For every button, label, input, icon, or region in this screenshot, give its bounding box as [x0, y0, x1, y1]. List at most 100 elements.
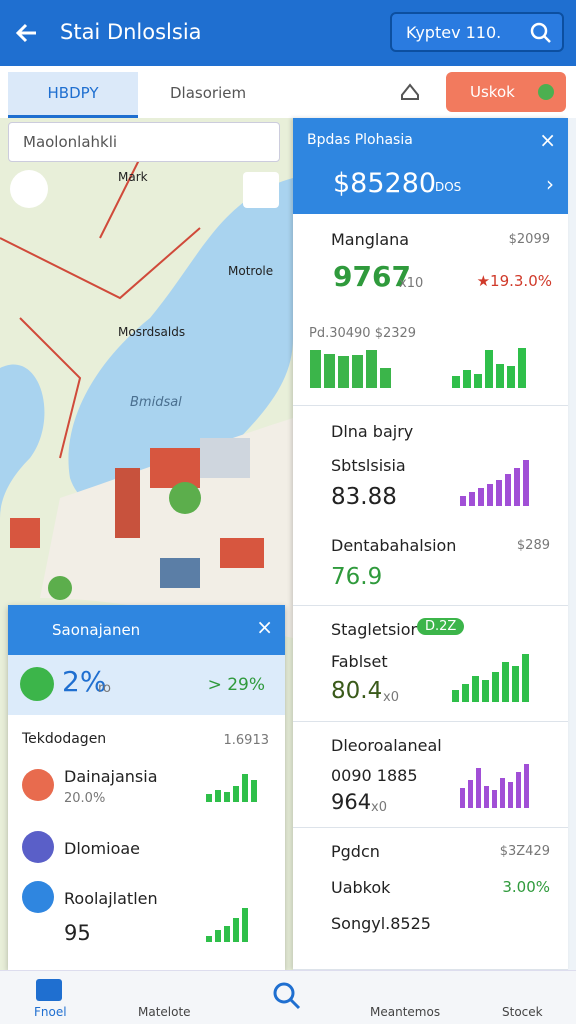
spark-bar	[502, 662, 509, 702]
card-value: 80.4	[331, 678, 383, 704]
item-sub: 95	[64, 921, 91, 945]
bottom-nav: Fnoel Matelote Meantemos Stocek	[0, 970, 576, 1024]
overlay-header: Saonajanen ×	[8, 605, 285, 655]
spark-bar	[492, 672, 499, 702]
card-title: Manglana	[331, 230, 410, 249]
spark-bar	[352, 355, 363, 388]
nav-item[interactable]: Meantemos	[370, 1005, 441, 1019]
spark-bar	[380, 368, 391, 388]
map	[0, 118, 293, 970]
title: Stai Dnloslsia	[60, 20, 202, 44]
overlay-suffix: ro	[98, 681, 112, 696]
spark-bar	[514, 468, 520, 506]
nav-item[interactable]: Stocek	[502, 1005, 543, 1019]
card-right: $3Z429	[499, 844, 550, 859]
spark-bar	[469, 492, 475, 506]
spark-bar	[463, 370, 471, 388]
gear-icon	[538, 84, 554, 100]
card-value: 9767	[333, 260, 411, 293]
search-text: Kyptev 110.	[406, 23, 502, 42]
spark-bar	[476, 768, 481, 808]
search-icon	[530, 22, 551, 43]
spark-bar	[224, 926, 230, 942]
section-right: 1.6913	[223, 733, 270, 748]
close-icon[interactable]: ×	[539, 128, 556, 152]
spark-bar	[507, 366, 515, 388]
spark-bar	[474, 374, 482, 388]
card: Dleoroalaneal 0090 1885 964 x0	[293, 722, 568, 828]
close-icon[interactable]: ×	[256, 615, 273, 639]
overlay-title: Saonajanen	[52, 621, 141, 639]
home-icon	[36, 979, 62, 1001]
spark-bar	[522, 654, 529, 702]
spark-bar	[478, 488, 484, 506]
spark-bar	[452, 690, 459, 702]
tab-bar: HBDPY Dlasoriem Uskok	[0, 66, 576, 118]
nav-item[interactable]: Fnoel	[34, 1005, 67, 1019]
card-suffix: x0	[383, 690, 399, 705]
spark-bar	[468, 780, 473, 808]
header: Stai Dnloslsia Kyptev 110.	[0, 0, 576, 66]
unit: DOS	[435, 180, 462, 194]
card-sub: 0090 1885	[331, 766, 418, 785]
tab[interactable]: Dlasoriem	[170, 84, 247, 102]
map-label: Bmidsal	[130, 395, 182, 410]
card-title: Dleoroalaneal	[331, 736, 442, 755]
spark-bar	[516, 772, 521, 808]
button-text: Uskok	[470, 83, 515, 101]
item-title[interactable]: Dainajansia	[64, 767, 158, 786]
spark-bar	[500, 778, 505, 808]
icon	[22, 831, 54, 863]
spark-bar	[233, 918, 239, 942]
card: Stagletsior D.2Z Fablset 80.4 x0	[293, 606, 568, 722]
tab[interactable]: HBDPY	[8, 72, 138, 118]
item-title[interactable]: Dlomioae	[64, 839, 141, 858]
card-title: Stagletsior	[331, 620, 418, 639]
spark-bar	[484, 786, 489, 808]
spark-bar	[206, 794, 212, 802]
action-button[interactable]: Uskok	[446, 72, 566, 112]
search-box[interactable]: Kyptev 110.	[390, 12, 564, 52]
spark-bar	[508, 782, 513, 808]
spark-bar	[242, 774, 248, 802]
spark-bar	[215, 790, 221, 802]
side-panel: Bpdas Plohasia × $85280 DOS › Manglana $…	[293, 118, 568, 970]
item-sub: 20.0%	[64, 791, 106, 806]
spark-bar	[460, 788, 465, 808]
spark-bar	[310, 350, 321, 388]
card-value: 964	[331, 790, 372, 814]
card-row: Songyl.8525	[331, 914, 431, 933]
card: Pgdcn $3Z429 Uabkok 3.00% Songyl.8525	[293, 828, 568, 970]
map-search[interactable]: Maolonlahkli	[8, 122, 280, 162]
card-value: 83.88	[331, 484, 397, 510]
search-icon[interactable]	[272, 981, 302, 1011]
spark-bar	[452, 376, 460, 388]
spark-bar	[512, 666, 519, 702]
map-label: Mosrdsalds	[118, 325, 186, 339]
card-value: 76.9	[331, 564, 383, 590]
card-suffix: x10	[399, 276, 424, 291]
spark-bar	[487, 484, 493, 506]
overlay-change: > 29%	[207, 675, 265, 695]
icon	[22, 769, 54, 801]
nav-item[interactable]: Matelote	[138, 1005, 191, 1019]
chart-label: Pd.30490 $2329	[309, 326, 417, 341]
icon	[20, 667, 54, 701]
map-label: Mark	[118, 170, 148, 184]
spark-bar	[242, 908, 248, 942]
item-title[interactable]: Roolajlatlen	[64, 889, 158, 908]
spark-bar	[505, 474, 511, 506]
locate-button[interactable]	[10, 170, 48, 208]
layers-button[interactable]	[243, 172, 279, 208]
bell-icon[interactable]	[398, 82, 422, 106]
spark-bar	[518, 348, 526, 388]
chevron[interactable]: ›	[546, 172, 554, 196]
spark-bar	[492, 790, 497, 808]
spark-bar	[496, 364, 504, 388]
back-icon[interactable]	[14, 20, 40, 46]
spark-bar	[233, 786, 239, 802]
card-suffix: x0	[371, 800, 387, 815]
card-title: Pgdcn	[331, 842, 380, 861]
panel-header: Bpdas Plohasia × $85280 DOS ›	[293, 118, 568, 214]
badge: D.2Z	[417, 618, 465, 635]
